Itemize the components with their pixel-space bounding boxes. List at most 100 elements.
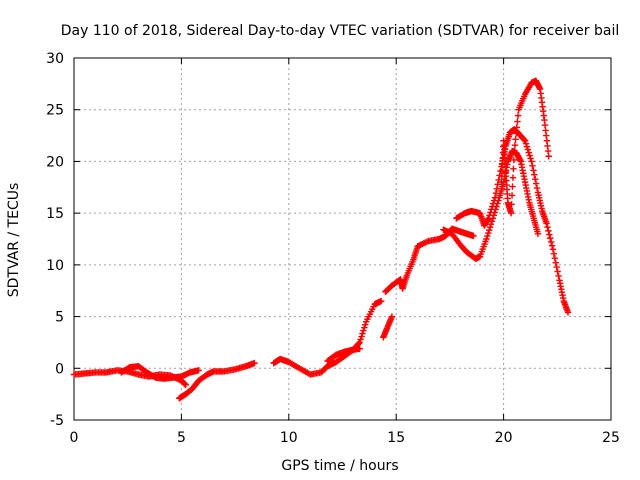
data-point (547, 238, 555, 246)
data-point (529, 162, 536, 170)
axis-ticks: 0 5 10 15 20 25 -5 0 5 10 15 20 25 30 (46, 51, 620, 446)
data-point (564, 309, 572, 316)
data-point (531, 171, 538, 178)
data-point (552, 259, 559, 266)
data-point (534, 230, 542, 238)
x-tick-label: 15 (387, 430, 405, 446)
data-point (484, 232, 491, 240)
data-point (514, 112, 522, 119)
data-point (545, 153, 552, 160)
data-point (491, 194, 499, 201)
data-point (510, 156, 518, 164)
data-point (546, 231, 553, 238)
data-point (511, 141, 519, 149)
data-point (511, 147, 518, 155)
data-point (487, 209, 494, 216)
data-point (532, 180, 540, 187)
y-tick-label: 15 (46, 206, 64, 222)
data-point (362, 321, 369, 328)
chart-title: Day 110 of 2018, Sidereal Day-to-day VTE… (61, 23, 619, 39)
data-point (555, 272, 562, 280)
data-points (70, 77, 572, 402)
data-point (551, 255, 559, 262)
y-axis-label: SDTVAR / TECUs (6, 183, 22, 298)
data-point (509, 183, 516, 190)
y-tick-label: 30 (46, 51, 64, 67)
data-point (490, 197, 498, 204)
data-point (470, 232, 477, 240)
data-point (498, 178, 505, 186)
data-point (356, 345, 363, 352)
data-point (388, 313, 396, 320)
x-axis-label: GPS time / hours (281, 458, 398, 474)
data-point (359, 330, 366, 337)
data-point (544, 223, 551, 231)
data-point (492, 189, 500, 197)
data-point (547, 235, 554, 242)
data-point (361, 324, 368, 331)
data-point (508, 192, 516, 199)
data-point (483, 235, 490, 243)
data-point (508, 201, 515, 208)
data-point (528, 158, 535, 165)
data-point (514, 118, 521, 125)
data-point (489, 203, 496, 210)
data-point (520, 136, 528, 143)
data-point (195, 367, 202, 374)
data-point (507, 209, 515, 217)
data-point (360, 327, 367, 334)
x-tick-label: 5 (177, 430, 186, 446)
data-point (527, 155, 534, 162)
data-point (548, 242, 556, 249)
grid (74, 58, 611, 420)
data-point (487, 221, 495, 228)
data-point (525, 149, 532, 156)
data-point (512, 136, 519, 143)
data-point (543, 220, 550, 227)
data-point (493, 185, 501, 192)
data-point (524, 146, 532, 153)
y-tick-label: 25 (46, 103, 64, 119)
y-tick-label: 10 (46, 258, 64, 274)
data-point (356, 339, 363, 346)
data-point (251, 359, 258, 367)
data-point (182, 381, 189, 389)
data-point (522, 140, 530, 147)
data-point (494, 181, 501, 188)
data-point (549, 246, 557, 253)
data-point (550, 250, 558, 257)
plot-frame (73, 57, 612, 421)
data-point (513, 124, 520, 131)
x-tick-label: 20 (495, 430, 513, 446)
data-point (512, 130, 520, 137)
y-tick-label: 0 (55, 361, 64, 377)
data-point (488, 206, 495, 213)
data-point (485, 215, 492, 222)
data-point (510, 165, 517, 173)
data-point (486, 212, 493, 219)
data-point (523, 143, 531, 150)
y-tick-label: -5 (50, 413, 64, 429)
data-point (532, 175, 539, 183)
data-point (485, 226, 493, 234)
data-point (357, 336, 364, 343)
data-point (485, 229, 492, 237)
x-tick-label: 0 (70, 430, 79, 446)
x-tick-label: 25 (602, 430, 620, 446)
data-point (526, 152, 533, 159)
y-tick-label: 20 (46, 154, 64, 170)
data-point (358, 333, 365, 340)
data-point (553, 263, 560, 271)
data-point (554, 268, 561, 275)
y-tick-label: 5 (55, 310, 64, 326)
data-point (521, 137, 529, 144)
data-point (498, 167, 506, 174)
data-point (509, 174, 517, 181)
x-tick-label: 10 (280, 430, 298, 446)
data-point (545, 227, 552, 235)
data-point (533, 184, 541, 192)
data-point (530, 167, 537, 174)
data-point (377, 297, 385, 305)
data-point (489, 200, 497, 207)
